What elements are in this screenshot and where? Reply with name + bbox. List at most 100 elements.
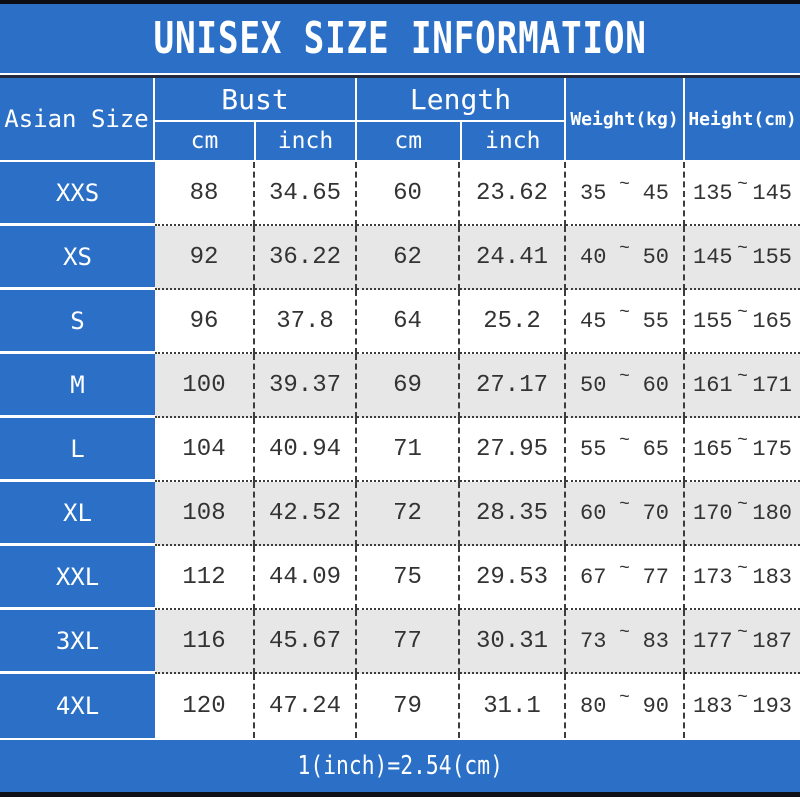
tilde-glyph: ~ — [737, 495, 748, 515]
tilde-glyph: ~ — [737, 688, 748, 708]
weight-min: 50 — [580, 372, 607, 398]
bust-inch-cell: 44.09 — [255, 546, 357, 610]
length-cm-cell: 62 — [357, 226, 460, 290]
height-max: 165 — [752, 308, 792, 334]
header-group-bust: Bust cm inch — [155, 78, 357, 160]
size-cell: 3XL — [0, 610, 155, 674]
table-row-3xl: 3XL 116 45.67 77 30.31 73 ~ 83 177 ~ 187 — [0, 610, 800, 674]
height-min: 135 — [693, 180, 733, 206]
height-range-cell: 155 ~ 165 — [685, 290, 800, 354]
tilde-glyph: ~ — [619, 239, 630, 259]
weight-min: 35 — [580, 180, 607, 206]
height-min: 145 — [693, 244, 733, 270]
height-max: 187 — [752, 628, 792, 654]
bust-inch-cell: 39.37 — [255, 354, 357, 418]
header-height: Height(cm) — [688, 108, 797, 130]
height-max: 145 — [752, 180, 792, 206]
tilde-glyph: ~ — [737, 367, 748, 387]
weight-range-cell: 45 ~ 55 — [566, 290, 685, 354]
tilde-glyph: ~ — [619, 559, 630, 579]
conversion-note: 1(inch)=2.54(cm) — [297, 751, 503, 781]
bottom-border — [0, 792, 800, 797]
size-cell: M — [0, 354, 155, 418]
tilde-glyph: ~ — [619, 495, 630, 515]
weight-min: 40 — [580, 244, 607, 270]
bust-cm-cell: 88 — [155, 162, 255, 226]
height-max: 155 — [752, 244, 792, 270]
height-range-cell: 165 ~ 175 — [685, 418, 800, 482]
header-length-cm: cm — [357, 122, 462, 160]
header-bust-label: Bust — [155, 78, 355, 122]
bust-inch-cell: 34.65 — [255, 162, 357, 226]
table-row-4xl: 4XL 120 47.24 79 31.1 80 ~ 90 183 ~ 193 — [0, 674, 800, 738]
page-title: UNISEX SIZE INFORMATION — [153, 13, 647, 64]
weight-range-cell: 73 ~ 83 — [566, 610, 685, 674]
height-range-cell: 161 ~ 171 — [685, 354, 800, 418]
bust-inch-cell: 47.24 — [255, 674, 357, 738]
weight-range-cell: 40 ~ 50 — [566, 226, 685, 290]
header-bust-cm: cm — [155, 122, 256, 160]
height-range-cell: 145 ~ 155 — [685, 226, 800, 290]
weight-range-cell: 55 ~ 65 — [566, 418, 685, 482]
height-max: 193 — [752, 693, 792, 719]
bust-inch-cell: 36.22 — [255, 226, 357, 290]
height-min: 165 — [693, 436, 733, 462]
length-cm-cell: 72 — [357, 482, 460, 546]
length-inch-cell: 27.95 — [460, 418, 566, 482]
height-min: 161 — [693, 372, 733, 398]
weight-max: 70 — [642, 500, 669, 526]
tilde-glyph: ~ — [737, 623, 748, 643]
weight-max: 50 — [642, 244, 669, 270]
bust-inch-cell: 40.94 — [255, 418, 357, 482]
weight-max: 60 — [642, 372, 669, 398]
weight-max: 55 — [642, 308, 669, 334]
bust-cm-cell: 116 — [155, 610, 255, 674]
header-bust-subcols: cm inch — [155, 122, 355, 160]
footer-bar: 1(inch)=2.54(cm) — [0, 740, 800, 792]
length-cm-cell: 69 — [357, 354, 460, 418]
size-cell: 4XL — [0, 674, 155, 738]
weight-min: 60 — [580, 500, 607, 526]
length-cm-cell: 60 — [357, 162, 460, 226]
bust-cm-cell: 100 — [155, 354, 255, 418]
bust-cm-cell: 96 — [155, 290, 255, 354]
length-inch-cell: 23.62 — [460, 162, 566, 226]
tilde-glyph: ~ — [737, 303, 748, 323]
size-cell: XXS — [0, 162, 155, 226]
weight-min: 55 — [580, 436, 607, 462]
bust-cm-cell: 92 — [155, 226, 255, 290]
weight-max: 45 — [642, 180, 669, 206]
size-cell: XS — [0, 226, 155, 290]
length-cm-cell: 71 — [357, 418, 460, 482]
title-bar: UNISEX SIZE INFORMATION — [0, 4, 800, 73]
weight-range-cell: 50 ~ 60 — [566, 354, 685, 418]
size-cell: XL — [0, 482, 155, 546]
height-max: 171 — [752, 372, 792, 398]
height-min: 173 — [693, 564, 733, 590]
weight-min: 73 — [580, 628, 607, 654]
height-min: 177 — [693, 628, 733, 654]
header-length-inch: inch — [485, 128, 541, 154]
header-weight: Weight(kg) — [566, 78, 685, 160]
tilde-glyph: ~ — [737, 239, 748, 259]
length-inch-cell: 24.41 — [460, 226, 566, 290]
length-inch-cell: 31.1 — [460, 674, 566, 738]
height-range-cell: 170 ~ 180 — [685, 482, 800, 546]
weight-min: 45 — [580, 308, 607, 334]
bust-inch-cell: 42.52 — [255, 482, 357, 546]
separator-line-dark — [0, 75, 800, 78]
height-range-cell: 177 ~ 187 — [685, 610, 800, 674]
weight-range-cell: 67 ~ 77 — [566, 546, 685, 610]
table-row-xs: XS 92 36.22 62 24.41 40 ~ 50 145 ~ 155 — [0, 226, 800, 290]
length-inch-cell: 27.17 — [460, 354, 566, 418]
tilde-glyph: ~ — [619, 688, 630, 708]
length-inch-cell: 29.53 — [460, 546, 566, 610]
height-max: 175 — [752, 436, 792, 462]
header-length-subcols: cm inch — [357, 122, 564, 160]
tilde-glyph: ~ — [619, 431, 630, 451]
table-row-s: S 96 37.8 64 25.2 45 ~ 55 155 ~ 165 — [0, 290, 800, 354]
table-row-xxs: XXS 88 34.65 60 23.62 35 ~ 45 135 ~ 145 — [0, 162, 800, 226]
height-range-cell: 173 ~ 183 — [685, 546, 800, 610]
height-min: 183 — [693, 693, 733, 719]
